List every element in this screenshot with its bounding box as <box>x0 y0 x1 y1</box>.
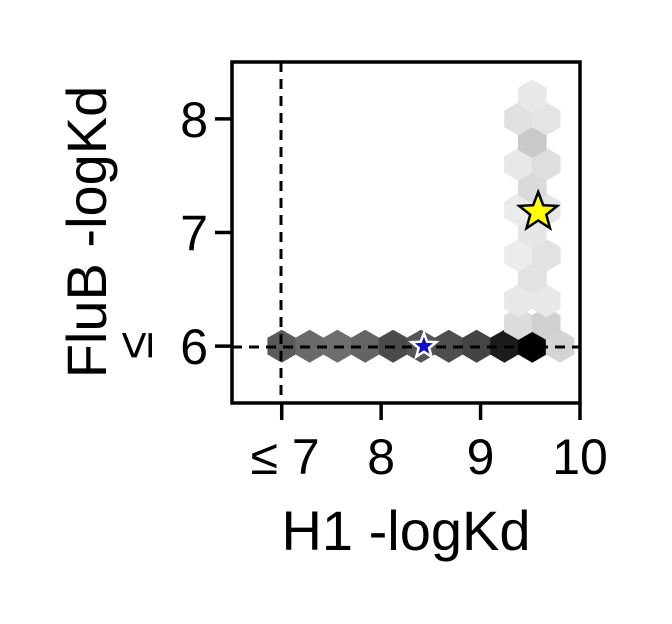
hexbin-cell <box>518 216 547 249</box>
y-tick-label: 7 <box>180 206 208 262</box>
hexbin-cell <box>504 238 533 272</box>
y-tick-label: 6 <box>180 319 208 375</box>
x-axis: ≤ 7 8 9 10 <box>251 403 608 485</box>
yellow-star-marker <box>515 188 561 232</box>
hexbin-cell <box>531 306 561 340</box>
x-tick-label: 10 <box>552 429 608 485</box>
x-tick-label: 8 <box>367 429 395 485</box>
y-tick-label: 8 <box>180 92 208 148</box>
marker-layer <box>408 188 561 360</box>
y-axis: 6 ≤7 8 <box>107 92 232 375</box>
hexbin-cell <box>504 284 533 318</box>
x-tick-label: ≤ 7 <box>251 429 320 485</box>
hexbin-cell <box>518 125 547 159</box>
hexbin-cell <box>504 102 533 136</box>
blue-star-marker <box>408 329 440 360</box>
x-tick-label: 9 <box>467 429 495 485</box>
hexbin-cell <box>531 147 561 181</box>
y-tick-prefix: ≤ <box>107 331 163 358</box>
hexbin-cell <box>531 102 561 136</box>
hexbin-cell <box>350 329 380 363</box>
hexbin-cell <box>434 329 463 363</box>
hexbin-cell <box>504 193 533 227</box>
x-axis-label: H1 -logKd <box>281 499 530 562</box>
hexbin-cell <box>267 329 296 363</box>
hexbin-cell <box>504 147 533 181</box>
hexbin-cell <box>531 284 561 318</box>
hexbin-cell <box>504 306 533 340</box>
y-axis-label: FluB -logKd <box>55 86 118 379</box>
hexbin-cell <box>518 329 547 363</box>
hexbin-cell <box>531 238 561 272</box>
hexbin-cell <box>518 79 547 113</box>
hexbin-cell <box>518 261 547 295</box>
